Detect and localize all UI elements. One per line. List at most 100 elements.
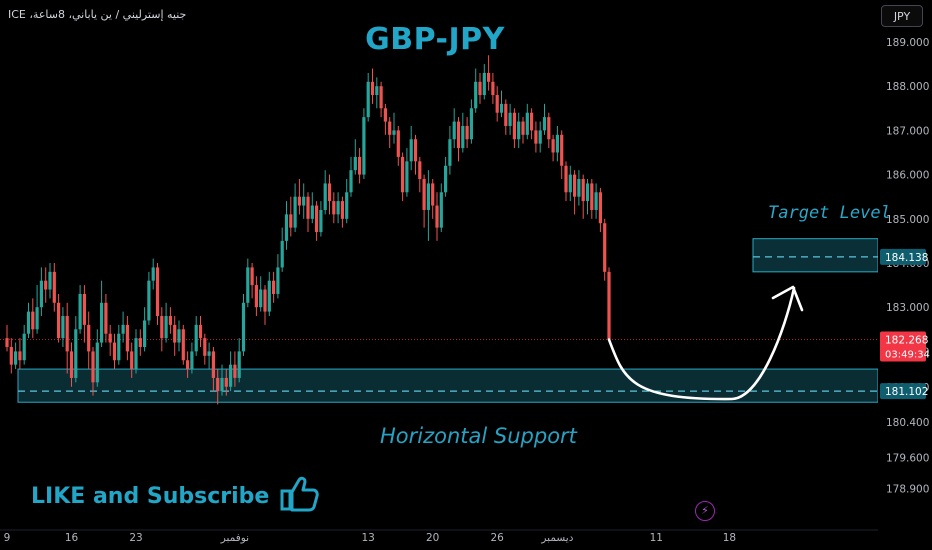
candle-body (125, 324, 129, 352)
candle-body (461, 125, 465, 149)
candle (160, 307, 164, 352)
candle (560, 130, 564, 180)
candle (508, 103, 512, 135)
candle-body (487, 72, 491, 82)
candle-body (134, 338, 138, 370)
candle-body (177, 329, 181, 343)
candle (203, 333, 207, 365)
target-zone (752, 238, 879, 273)
candle (319, 201, 323, 237)
candle-body (65, 316, 69, 352)
candle (229, 351, 233, 392)
candle (310, 192, 314, 224)
candle-body (31, 311, 35, 330)
candle-body (130, 351, 134, 370)
candle (104, 293, 108, 343)
candle-body (418, 161, 422, 180)
candle-body (508, 112, 512, 126)
candle (5, 324, 9, 352)
candle (82, 285, 86, 343)
candle-body (186, 360, 190, 370)
candle-body (104, 302, 108, 334)
candle-body (538, 130, 542, 144)
candle-body (121, 324, 125, 334)
candle (164, 302, 168, 343)
candle (78, 285, 82, 334)
candle (276, 254, 280, 299)
symbol-info: جنيه إسترليني / ين ياباني، 8ساعة، ICE (8, 8, 187, 21)
candle (151, 258, 155, 290)
candle-body (61, 316, 65, 339)
candle-body (117, 333, 121, 361)
candle-body (465, 125, 469, 140)
time-tick-label: 9 (4, 532, 11, 544)
candle-body (284, 214, 289, 241)
candle (525, 103, 529, 140)
candle-body (495, 95, 499, 113)
candle-body (375, 86, 379, 96)
candle (383, 103, 387, 135)
candle-body (52, 271, 56, 303)
candle (396, 125, 400, 166)
candle (194, 316, 198, 356)
candle (388, 117, 392, 149)
candle (18, 338, 22, 370)
candle (517, 112, 521, 149)
chart-title: GBP-JPY (365, 22, 505, 57)
candle-body (155, 267, 160, 317)
candle (521, 117, 525, 144)
time-tick-label: 11 (650, 532, 663, 544)
candle (598, 187, 602, 233)
support-zone (17, 368, 879, 403)
candle-body (491, 81, 495, 96)
candle (452, 108, 456, 149)
candle-body (14, 351, 18, 365)
candle (220, 364, 224, 396)
candle (482, 64, 486, 100)
candle (444, 156, 448, 197)
candle-body (349, 170, 353, 193)
time-tick-label: ديسمبر (540, 532, 573, 544)
candle (392, 112, 396, 144)
candle (31, 298, 35, 339)
target-price-tag (880, 248, 926, 265)
candle-body (164, 316, 168, 339)
price-tick-label: 180.400 (886, 417, 929, 429)
candle (48, 263, 52, 299)
candle (108, 324, 112, 356)
candle-body (74, 329, 78, 378)
lightning-icon[interactable]: ⚡ (695, 501, 715, 521)
candle-body (263, 289, 267, 312)
candle (332, 192, 336, 224)
candle (44, 267, 48, 303)
candle-body (512, 112, 516, 140)
candle (207, 342, 211, 370)
candle (61, 307, 65, 347)
candle (603, 218, 607, 281)
candle (14, 342, 18, 370)
candle-body (315, 205, 319, 233)
candle (340, 196, 344, 228)
candle-body (598, 192, 602, 224)
candle (216, 369, 220, 405)
currency-button[interactable]: JPY (881, 5, 923, 27)
candle-body (254, 285, 258, 308)
candle (22, 324, 26, 365)
candle-body (259, 289, 263, 308)
candle-body (100, 302, 104, 343)
candle (155, 263, 160, 325)
candle-body (517, 121, 521, 140)
candle (530, 108, 534, 140)
candle (461, 112, 465, 153)
time-tick-label: 26 (491, 532, 505, 544)
candle-body (452, 121, 456, 140)
candle (349, 156, 353, 197)
candle (57, 293, 61, 343)
candle (130, 342, 134, 378)
candle (87, 311, 91, 370)
candle-body (448, 139, 452, 166)
candle (173, 316, 177, 356)
candle-body (530, 112, 534, 131)
candle-body (370, 81, 375, 96)
